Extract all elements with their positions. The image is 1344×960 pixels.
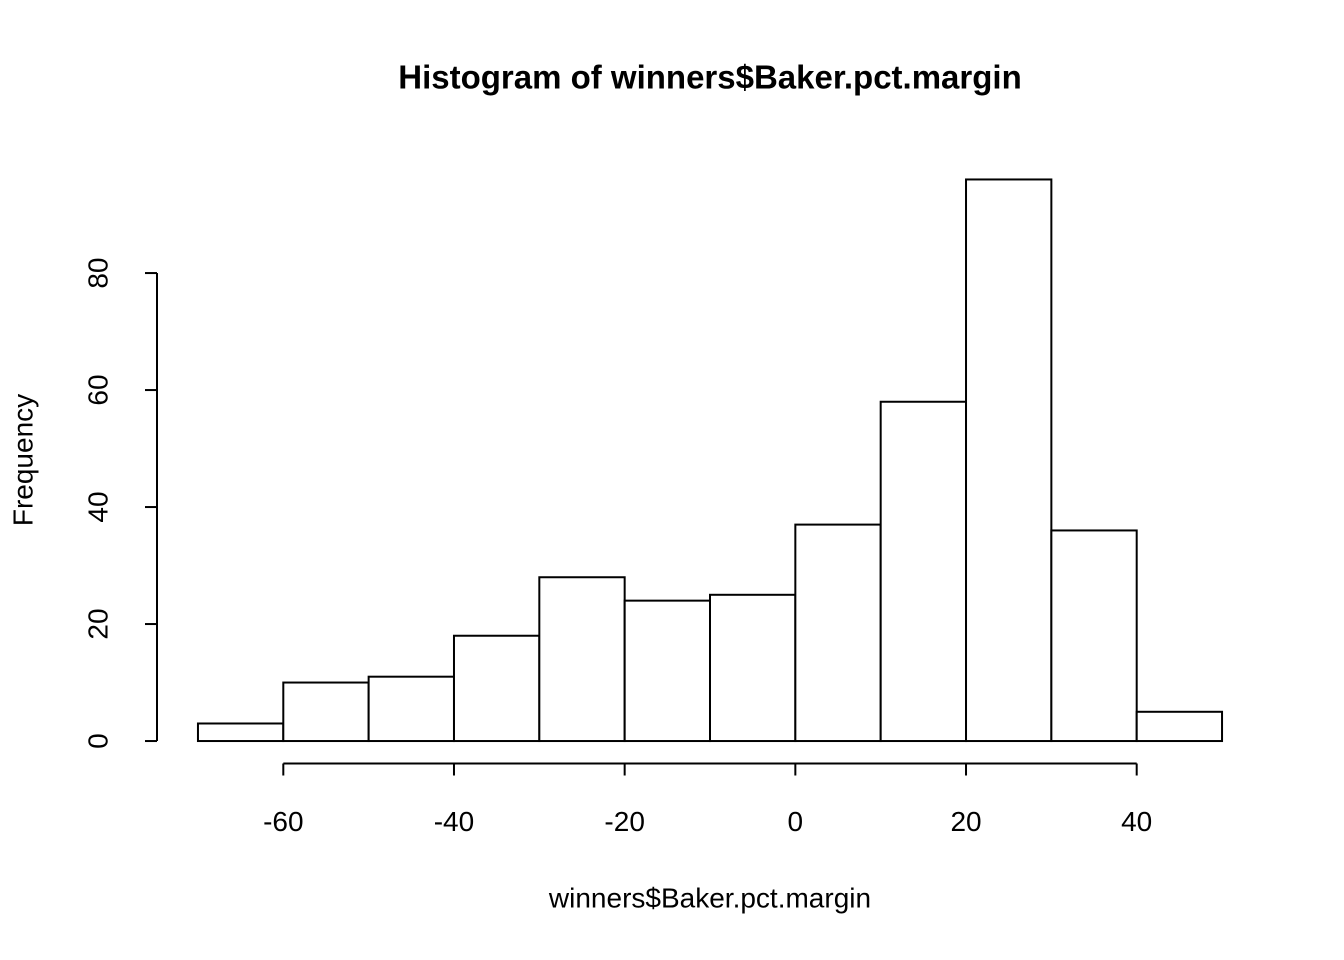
bar: [538, 576, 626, 743]
bar: [196, 722, 285, 743]
bar: [1050, 529, 1138, 743]
bar: [709, 593, 797, 743]
x-tick-label: 0: [788, 806, 804, 837]
bar: [623, 599, 712, 743]
bar: [282, 681, 370, 743]
x-axis-label: winners$Baker.pct.margin: [548, 882, 871, 913]
bar: [452, 634, 541, 743]
bar: [965, 178, 1053, 743]
bar: [879, 400, 968, 743]
bar: [794, 523, 882, 743]
x-tick-label: 40: [1121, 806, 1152, 837]
y-tick-label: 20: [82, 608, 113, 639]
chart-title: Histogram of winners$Baker.pct.margin: [398, 59, 1022, 96]
x-tick-label: -20: [604, 806, 644, 837]
bar: [1135, 710, 1224, 743]
y-axis-label: Frequency: [7, 394, 38, 526]
y-tick-label: 40: [82, 491, 113, 522]
y-tick-label: 60: [82, 374, 113, 405]
x-tick-label: -40: [434, 806, 474, 837]
x-tick-label: -60: [263, 806, 303, 837]
x-tick-label: 20: [950, 806, 981, 837]
y-tick-label: 80: [82, 257, 113, 288]
y-tick-label: 0: [82, 733, 113, 749]
bar: [367, 675, 455, 743]
